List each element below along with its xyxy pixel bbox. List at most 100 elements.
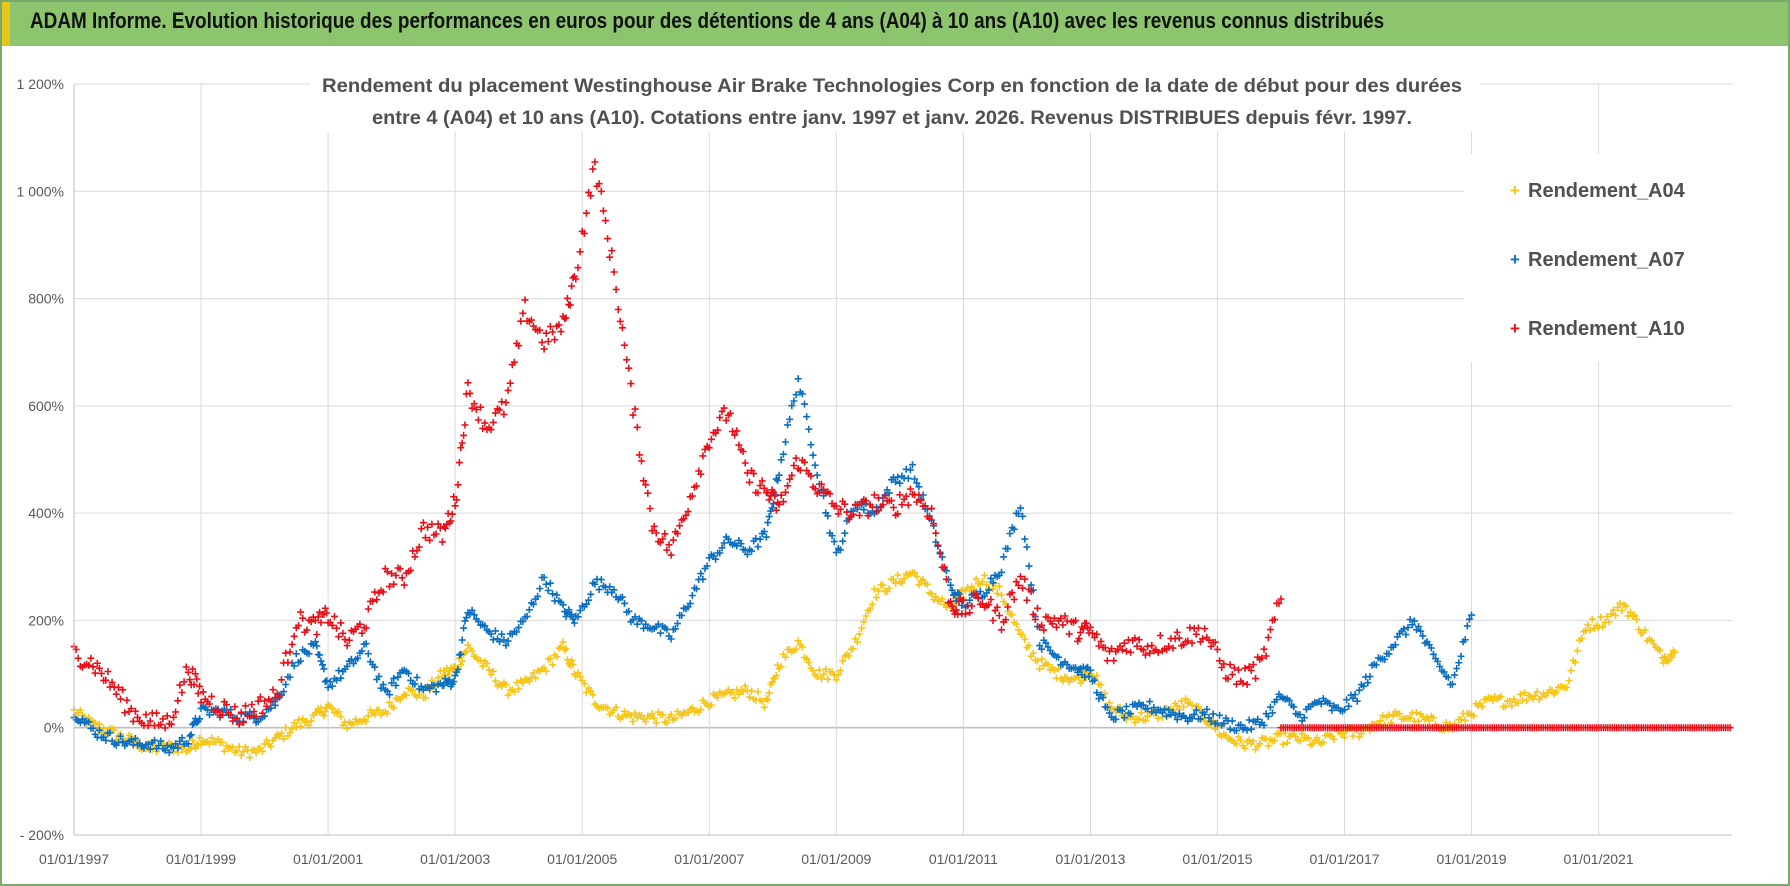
- point-rendement-a10: [1218, 664, 1226, 671]
- point-rendement-a10: [995, 612, 1003, 619]
- point-rendement-a10: [968, 602, 976, 610]
- point-rendement-a07: [1161, 705, 1168, 713]
- point-rendement-a07: [803, 413, 811, 421]
- point-rendement-a10: [576, 248, 584, 256]
- point-rendement-a04: [510, 688, 518, 696]
- point-rendement-a04: [1038, 655, 1046, 663]
- point-rendement-a04: [1656, 647, 1664, 654]
- point-rendement-a07: [768, 504, 776, 512]
- point-rendement-a10: [1110, 657, 1118, 665]
- point-rendement-a07: [909, 461, 916, 469]
- point-rendement-a10: [1131, 634, 1139, 642]
- x-tick-label: 01/01/1999: [166, 851, 236, 867]
- point-rendement-a10: [784, 482, 792, 490]
- point-rendement-a10: [239, 719, 247, 726]
- point-rendement-a07: [1254, 715, 1262, 723]
- point-rendement-a04: [919, 576, 927, 584]
- point-rendement-a07: [764, 519, 772, 527]
- point-rendement-a10: [364, 605, 372, 613]
- legend-label-a10: Rendement_A10: [1528, 318, 1685, 340]
- point-rendement-a07: [777, 456, 785, 464]
- point-rendement-a07: [1457, 652, 1465, 660]
- point-rendement-a10: [915, 491, 923, 499]
- point-rendement-a07: [770, 500, 777, 508]
- point-rendement-a10: [862, 497, 870, 505]
- point-rendement-a10: [104, 668, 112, 675]
- point-rendement-a07: [756, 535, 764, 543]
- point-rendement-a07: [350, 660, 357, 668]
- point-rendement-a10: [233, 714, 241, 722]
- legend-label-a07: Rendement_A07: [1528, 249, 1685, 271]
- point-rendement-a04: [1501, 703, 1509, 711]
- point-rendement-a07: [576, 607, 584, 614]
- point-rendement-a07: [1190, 710, 1198, 718]
- point-rendement-a10: [167, 720, 175, 728]
- point-rendement-a04: [915, 581, 923, 589]
- point-rendement-a04: [1406, 714, 1414, 722]
- point-rendement-a10: [1252, 674, 1260, 682]
- point-rendement-a04: [1305, 734, 1312, 742]
- point-rendement-a10: [1120, 639, 1128, 647]
- point-rendement-a07: [792, 391, 800, 399]
- point-rendement-a07: [832, 549, 840, 556]
- point-rendement-a10: [1002, 616, 1010, 624]
- point-rendement-a07: [1290, 703, 1298, 711]
- x-tick-label: 01/01/2003: [420, 851, 490, 867]
- point-rendement-a10: [112, 690, 120, 698]
- point-rendement-a04: [1256, 740, 1264, 748]
- point-rendement-a10: [295, 622, 302, 630]
- x-tick-label: 01/01/2013: [1055, 851, 1125, 867]
- point-rendement-a07: [165, 749, 173, 757]
- point-rendement-a10: [790, 462, 798, 469]
- point-rendement-a04: [868, 600, 876, 608]
- point-rendement-a04: [900, 575, 908, 583]
- point-rendement-a07: [375, 672, 383, 680]
- point-rendement-a10: [917, 497, 925, 505]
- point-rendement-a10: [962, 610, 969, 618]
- point-rendement-a10: [1029, 610, 1037, 618]
- point-rendement-a10: [434, 520, 442, 528]
- point-rendement-a07: [1269, 709, 1276, 717]
- point-rendement-a10: [832, 502, 840, 510]
- point-rendement-a07: [1341, 706, 1348, 714]
- point-rendement-a10: [333, 624, 341, 632]
- point-rendement-a07: [631, 613, 639, 621]
- point-rendement-a10: [506, 379, 514, 387]
- point-rendement-a10: [1118, 646, 1126, 654]
- point-rendement-a04: [739, 687, 747, 695]
- point-rendement-a07: [286, 673, 294, 681]
- point-rendement-a04: [350, 721, 357, 728]
- point-rendement-a04: [208, 734, 216, 742]
- point-rendement-a10: [731, 431, 739, 439]
- point-rendement-a07: [333, 676, 341, 684]
- point-rendement-a04: [589, 691, 597, 699]
- point-rendement-a10: [646, 505, 654, 512]
- point-rendement-a10: [1027, 587, 1035, 595]
- point-rendement-a04: [1648, 636, 1655, 644]
- point-rendement-a07: [841, 529, 849, 537]
- point-rendement-a10: [447, 517, 455, 525]
- point-rendement-a07: [674, 620, 681, 628]
- point-rendement-a10: [117, 695, 125, 703]
- point-rendement-a10: [674, 530, 681, 538]
- point-rendement-a10: [252, 713, 260, 721]
- point-rendement-a07: [450, 678, 458, 686]
- point-rendement-a07: [189, 720, 197, 728]
- point-rendement-a10: [231, 703, 239, 711]
- point-rendement-a04: [280, 735, 288, 743]
- point-rendement-a04: [834, 671, 842, 679]
- point-rendement-a10: [254, 697, 262, 705]
- point-rendement-a10: [542, 329, 550, 337]
- point-rendement-a07: [388, 679, 396, 687]
- point-rendement-a10: [144, 722, 152, 730]
- point-rendement-a10: [451, 502, 459, 510]
- point-rendement-a10: [932, 529, 940, 537]
- point-rendement-a10: [282, 649, 290, 657]
- point-rendement-a07: [1017, 504, 1024, 512]
- point-rendement-a04: [1237, 736, 1245, 744]
- point-rendement-a04: [1034, 657, 1041, 665]
- point-rendement-a10: [417, 525, 425, 533]
- point-rendement-a10: [602, 217, 609, 225]
- point-rendement-a10: [811, 485, 819, 493]
- point-rendement-a07: [667, 635, 675, 643]
